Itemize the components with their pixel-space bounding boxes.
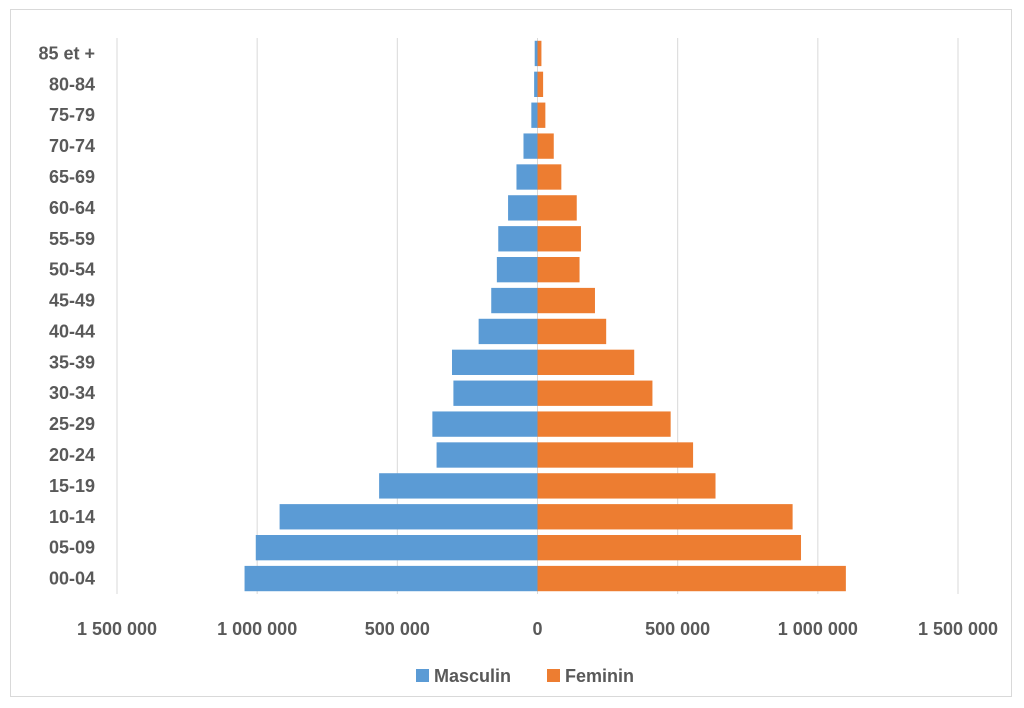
y-category-label: 40-44 xyxy=(49,321,95,341)
x-axis-labels: 1 500 000 1 000 000 500 000 0 500 000 1 000 0… xyxy=(77,619,998,639)
bar-feminin-65-69 xyxy=(537,164,562,190)
y-category-label: 70-74 xyxy=(49,136,95,156)
bar-masculin-00-04 xyxy=(244,565,538,592)
bar-masculin-75-79 xyxy=(531,102,538,128)
bar-feminin-15-19 xyxy=(537,473,716,499)
gridlines xyxy=(116,38,959,594)
y-category-label: 80-84 xyxy=(49,74,95,94)
bar-feminin-35-39 xyxy=(537,349,635,375)
bar-masculin-10-14 xyxy=(279,504,538,530)
bar-masculin-25-29 xyxy=(432,411,538,437)
bar-feminin-30-34 xyxy=(537,380,653,406)
x-tick-label: 1 000 000 xyxy=(217,619,297,639)
bar-masculin-60-64 xyxy=(508,195,538,221)
legend-swatch-feminin xyxy=(547,669,560,682)
bar-feminin-55-59 xyxy=(537,226,581,252)
bar-feminin-25-29 xyxy=(537,411,671,437)
y-category-label: 75-79 xyxy=(49,105,95,125)
bar-masculin-50-54 xyxy=(496,257,538,283)
bar-feminin-85 et + xyxy=(537,40,542,67)
y-axis-labels: 00-04 05-09 10-14 15-19 20-24 25-29 30-34 35-39… xyxy=(38,43,95,588)
x-tick-label: 500 000 xyxy=(365,619,430,639)
y-category-label: 60-64 xyxy=(49,198,95,218)
x-tick-label: 1 500 000 xyxy=(77,619,157,639)
bar-masculin-45-49 xyxy=(491,287,538,314)
x-tick-label: 0 xyxy=(532,619,542,639)
y-category-label: 30-34 xyxy=(49,383,95,403)
bar-masculin-20-24 xyxy=(436,442,538,468)
y-category-label: 45-49 xyxy=(49,291,95,311)
bar-masculin-80-84 xyxy=(534,71,538,97)
bar-feminin-10-14 xyxy=(537,504,793,530)
legend-label-masculin: Masculin xyxy=(434,666,511,686)
bar-masculin-85 et + xyxy=(534,40,538,67)
y-category-label: 55-59 xyxy=(49,229,95,249)
y-category-label: 20-24 xyxy=(49,445,95,465)
bar-masculin-65-69 xyxy=(516,164,538,190)
bar-masculin-35-39 xyxy=(451,349,538,375)
x-tick-label: 1 500 000 xyxy=(918,619,998,639)
y-category-label: 85 et + xyxy=(38,43,95,63)
bar-masculin-30-34 xyxy=(453,380,538,406)
bar-feminin-80-84 xyxy=(537,71,544,97)
bar-masculin-15-19 xyxy=(379,473,538,499)
bar-feminin-00-04 xyxy=(537,565,846,592)
bar-feminin-70-74 xyxy=(537,133,554,159)
bar-feminin-50-54 xyxy=(537,257,580,283)
bar-feminin-45-49 xyxy=(537,287,595,314)
y-category-label: 10-14 xyxy=(49,507,95,527)
legend-label-feminin: Feminin xyxy=(565,666,634,686)
x-tick-label: 500 000 xyxy=(645,619,710,639)
y-category-label: 35-39 xyxy=(49,352,95,372)
y-category-label: 25-29 xyxy=(49,414,95,434)
y-category-label: 50-54 xyxy=(49,260,95,280)
bar-masculin-05-09 xyxy=(255,535,538,561)
legend-swatch-masculin xyxy=(416,669,429,682)
bar-feminin-40-44 xyxy=(537,318,607,345)
x-tick-label: 1 000 000 xyxy=(778,619,858,639)
legend: Masculin Feminin xyxy=(416,666,634,686)
y-category-label: 00-04 xyxy=(49,569,95,589)
bar-masculin-55-59 xyxy=(498,226,538,252)
bar-masculin-70-74 xyxy=(523,133,538,159)
bar-feminin-05-09 xyxy=(537,535,802,561)
y-category-label: 65-69 xyxy=(49,167,95,187)
bar-feminin-75-79 xyxy=(537,102,546,128)
y-category-label: 15-19 xyxy=(49,476,95,496)
bar-feminin-20-24 xyxy=(537,442,694,468)
bar-masculin-40-44 xyxy=(478,318,538,345)
y-category-label: 05-09 xyxy=(49,538,95,558)
bar-feminin-60-64 xyxy=(537,195,577,221)
bars xyxy=(244,40,846,592)
